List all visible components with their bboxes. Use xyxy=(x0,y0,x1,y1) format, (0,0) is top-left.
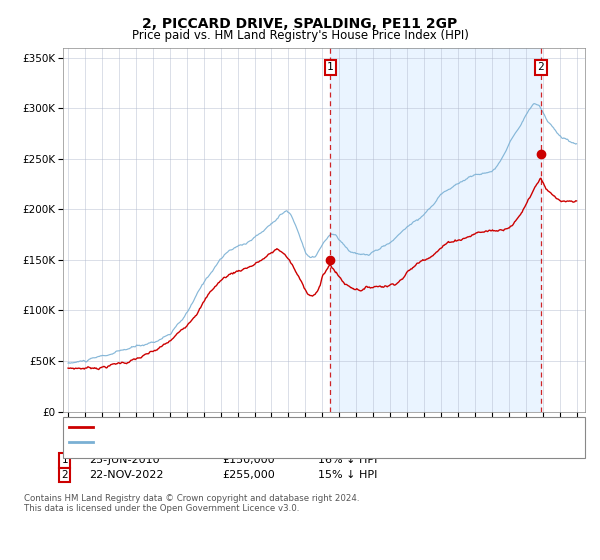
Text: 16% ↓ HPI: 16% ↓ HPI xyxy=(318,455,377,465)
Text: 22-NOV-2022: 22-NOV-2022 xyxy=(89,470,163,480)
Text: 1: 1 xyxy=(61,455,68,465)
Text: 2, PICCARD DRIVE, SPALDING, PE11 2GP: 2, PICCARD DRIVE, SPALDING, PE11 2GP xyxy=(142,17,458,31)
Text: Price paid vs. HM Land Registry's House Price Index (HPI): Price paid vs. HM Land Registry's House … xyxy=(131,29,469,42)
Text: 1: 1 xyxy=(327,62,334,72)
Text: £150,000: £150,000 xyxy=(222,455,275,465)
Text: 2: 2 xyxy=(538,62,544,72)
Text: HPI: Average price, detached house, South Holland: HPI: Average price, detached house, Sout… xyxy=(97,437,364,447)
Text: 15% ↓ HPI: 15% ↓ HPI xyxy=(318,470,377,480)
Text: 2: 2 xyxy=(61,470,68,480)
Bar xyxy=(331,48,541,412)
Text: £255,000: £255,000 xyxy=(222,470,275,480)
Text: 25-JUN-2010: 25-JUN-2010 xyxy=(89,455,160,465)
Text: 2, PICCARD DRIVE, SPALDING, PE11 2GP (detached house): 2, PICCARD DRIVE, SPALDING, PE11 2GP (de… xyxy=(97,422,402,432)
Text: Contains HM Land Registry data © Crown copyright and database right 2024.: Contains HM Land Registry data © Crown c… xyxy=(24,494,359,503)
Text: This data is licensed under the Open Government Licence v3.0.: This data is licensed under the Open Gov… xyxy=(24,504,299,513)
